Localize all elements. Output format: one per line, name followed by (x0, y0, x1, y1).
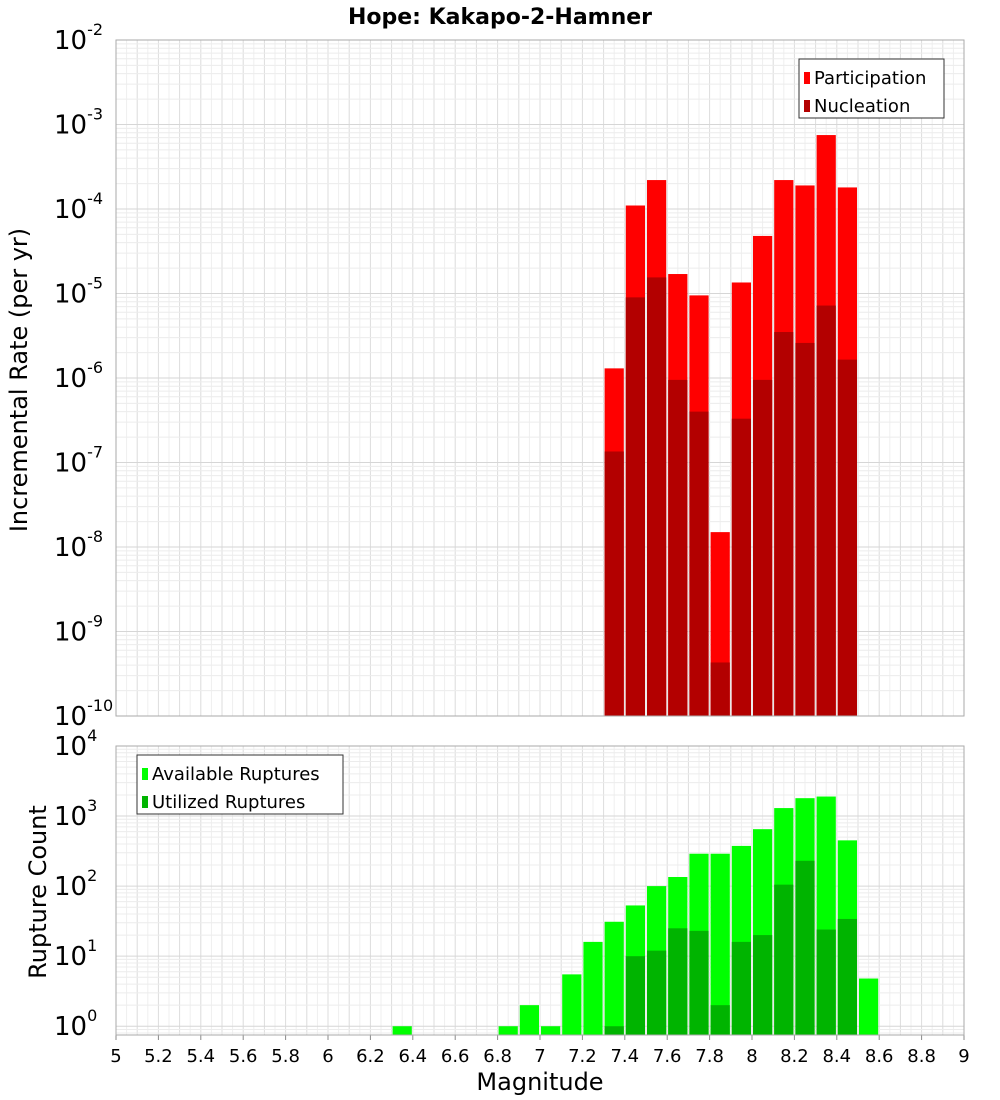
rate-plot-bars (604, 135, 857, 717)
nucleation-bar (689, 411, 709, 716)
legend-swatch (804, 72, 810, 84)
count-plot-x-tick-labels: 5 5.2 5.4 5.6 5.8 6 6.2 6.4 6.6 6.8 7 7.2 7.4 7.6 7.8 8… (110, 1035, 970, 1067)
x-tick-label: 6.2 (356, 1046, 385, 1067)
utilized-ruptures-bar (816, 929, 836, 1035)
legend-swatch (804, 100, 810, 112)
x-tick-label: 5.8 (271, 1046, 300, 1067)
available-ruptures-bar (498, 1026, 518, 1035)
count-plot: 100 101 102 103 104 5 5.2 5.4 5.6 5.8 6 6.2 6.4 6.6 6… (24, 726, 970, 1096)
x-tick-label: 5.2 (144, 1046, 173, 1067)
x-tick-label: 5 (110, 1046, 121, 1067)
nucleation-bar (816, 305, 836, 716)
utilized-ruptures-bar (710, 1005, 730, 1035)
available-ruptures-bar (604, 921, 624, 1035)
x-tick-label: 8.4 (822, 1046, 851, 1067)
x-tick-label: 8.2 (780, 1046, 809, 1067)
y-tick-label: 104 (54, 726, 97, 762)
x-tick-label: 8 (746, 1046, 757, 1067)
legend-swatch (142, 768, 148, 780)
x-tick-label: 6.6 (441, 1046, 470, 1067)
rate-plot-legend: Participation Nucleation (798, 58, 945, 119)
nucleation-bar (731, 418, 751, 716)
y-tick-label: 103 (54, 796, 97, 832)
utilized-ruptures-bar (837, 918, 857, 1035)
rate-plot-frame (115, 39, 965, 717)
y-tick-label: 10-8 (54, 527, 103, 563)
rate-plot: 10-10 10-9 10-8 10-7 10-6 10-5 10-4 10-3 10-2 In… (5, 20, 965, 732)
utilized-ruptures-bar (689, 930, 709, 1035)
x-tick-label: 7.8 (695, 1046, 724, 1067)
y-tick-label: 10-7 (54, 443, 103, 479)
rate-plot-y-axis-label: Incremental Rate (per yr) (5, 228, 33, 532)
nucleation-bar (647, 277, 667, 716)
y-tick-label: 10-6 (54, 358, 103, 394)
x-tick-label: 8.8 (907, 1046, 936, 1067)
legend-label: Participation (814, 68, 926, 89)
nucleation-bar (710, 662, 730, 716)
x-tick-label: 5.4 (186, 1046, 215, 1067)
utilized-ruptures-bar (774, 884, 794, 1035)
rate-plot-y-tick-labels: 10-10 10-9 10-8 10-7 10-6 10-5 10-4 10-3 10-2 (54, 20, 113, 732)
chart-title: Hope: Kakapo-2-Hamner (348, 5, 652, 30)
available-ruptures-bar (519, 1005, 539, 1035)
y-tick-label: 10-2 (54, 20, 103, 56)
nucleation-bar (753, 379, 773, 716)
rate-plot-grid (115, 39, 965, 717)
count-plot-y-axis-label: Rupture Count (24, 805, 52, 979)
utilized-ruptures-bar (731, 941, 751, 1035)
x-tick-label: 5.6 (229, 1046, 258, 1067)
x-axis-label: Magnitude (476, 1068, 603, 1096)
y-tick-label: 10-3 (54, 105, 103, 141)
x-tick-label: 7.6 (653, 1046, 682, 1067)
count-plot-legend: Available Ruptures Utilized Ruptures (136, 754, 344, 815)
available-ruptures-bar (541, 1026, 561, 1035)
x-tick-label: 6.8 (483, 1046, 512, 1067)
available-ruptures-bar (583, 941, 603, 1035)
legend-box (136, 754, 344, 815)
available-ruptures-bar (392, 1026, 412, 1035)
nucleation-bar (774, 332, 794, 716)
x-tick-label: 7 (534, 1046, 545, 1067)
legend-label: Available Ruptures (152, 764, 320, 785)
y-tick-label: 101 (54, 936, 97, 972)
y-tick-label: 10-10 (54, 696, 113, 732)
nucleation-bar (795, 342, 815, 716)
available-ruptures-bar (859, 978, 879, 1035)
count-plot-bars (392, 796, 879, 1035)
x-tick-label: 8.6 (865, 1046, 894, 1067)
y-tick-label: 100 (54, 1006, 97, 1042)
x-tick-label: 6.4 (398, 1046, 427, 1067)
legend-label: Nucleation (814, 96, 910, 117)
utilized-ruptures-bar (668, 928, 688, 1035)
nucleation-bar (604, 451, 624, 716)
utilized-ruptures-bar (753, 935, 773, 1035)
utilized-ruptures-bar (647, 950, 667, 1035)
x-tick-label: 7.2 (568, 1046, 597, 1067)
utilized-ruptures-bar (795, 860, 815, 1035)
legend-box (798, 58, 945, 119)
count-plot-y-tick-labels: 100 101 102 103 104 (54, 726, 97, 1042)
utilized-ruptures-bar (625, 956, 645, 1035)
legend-label: Utilized Ruptures (152, 792, 305, 813)
y-tick-label: 10-5 (54, 274, 103, 310)
x-tick-label: 6 (322, 1046, 333, 1067)
nucleation-bar (837, 359, 857, 716)
nucleation-bar (668, 379, 688, 716)
y-tick-label: 10-4 (54, 189, 103, 225)
utilized-ruptures-bar (604, 1026, 624, 1035)
y-tick-label: 102 (54, 866, 97, 902)
legend-swatch (142, 796, 148, 808)
y-tick-label: 10-9 (54, 612, 103, 648)
available-ruptures-bar (710, 853, 730, 1035)
x-tick-label: 9 (958, 1046, 969, 1067)
x-tick-label: 7.4 (610, 1046, 639, 1067)
count-plot-frame (115, 745, 965, 1036)
nucleation-bar (625, 297, 645, 716)
available-ruptures-bar (562, 974, 582, 1035)
